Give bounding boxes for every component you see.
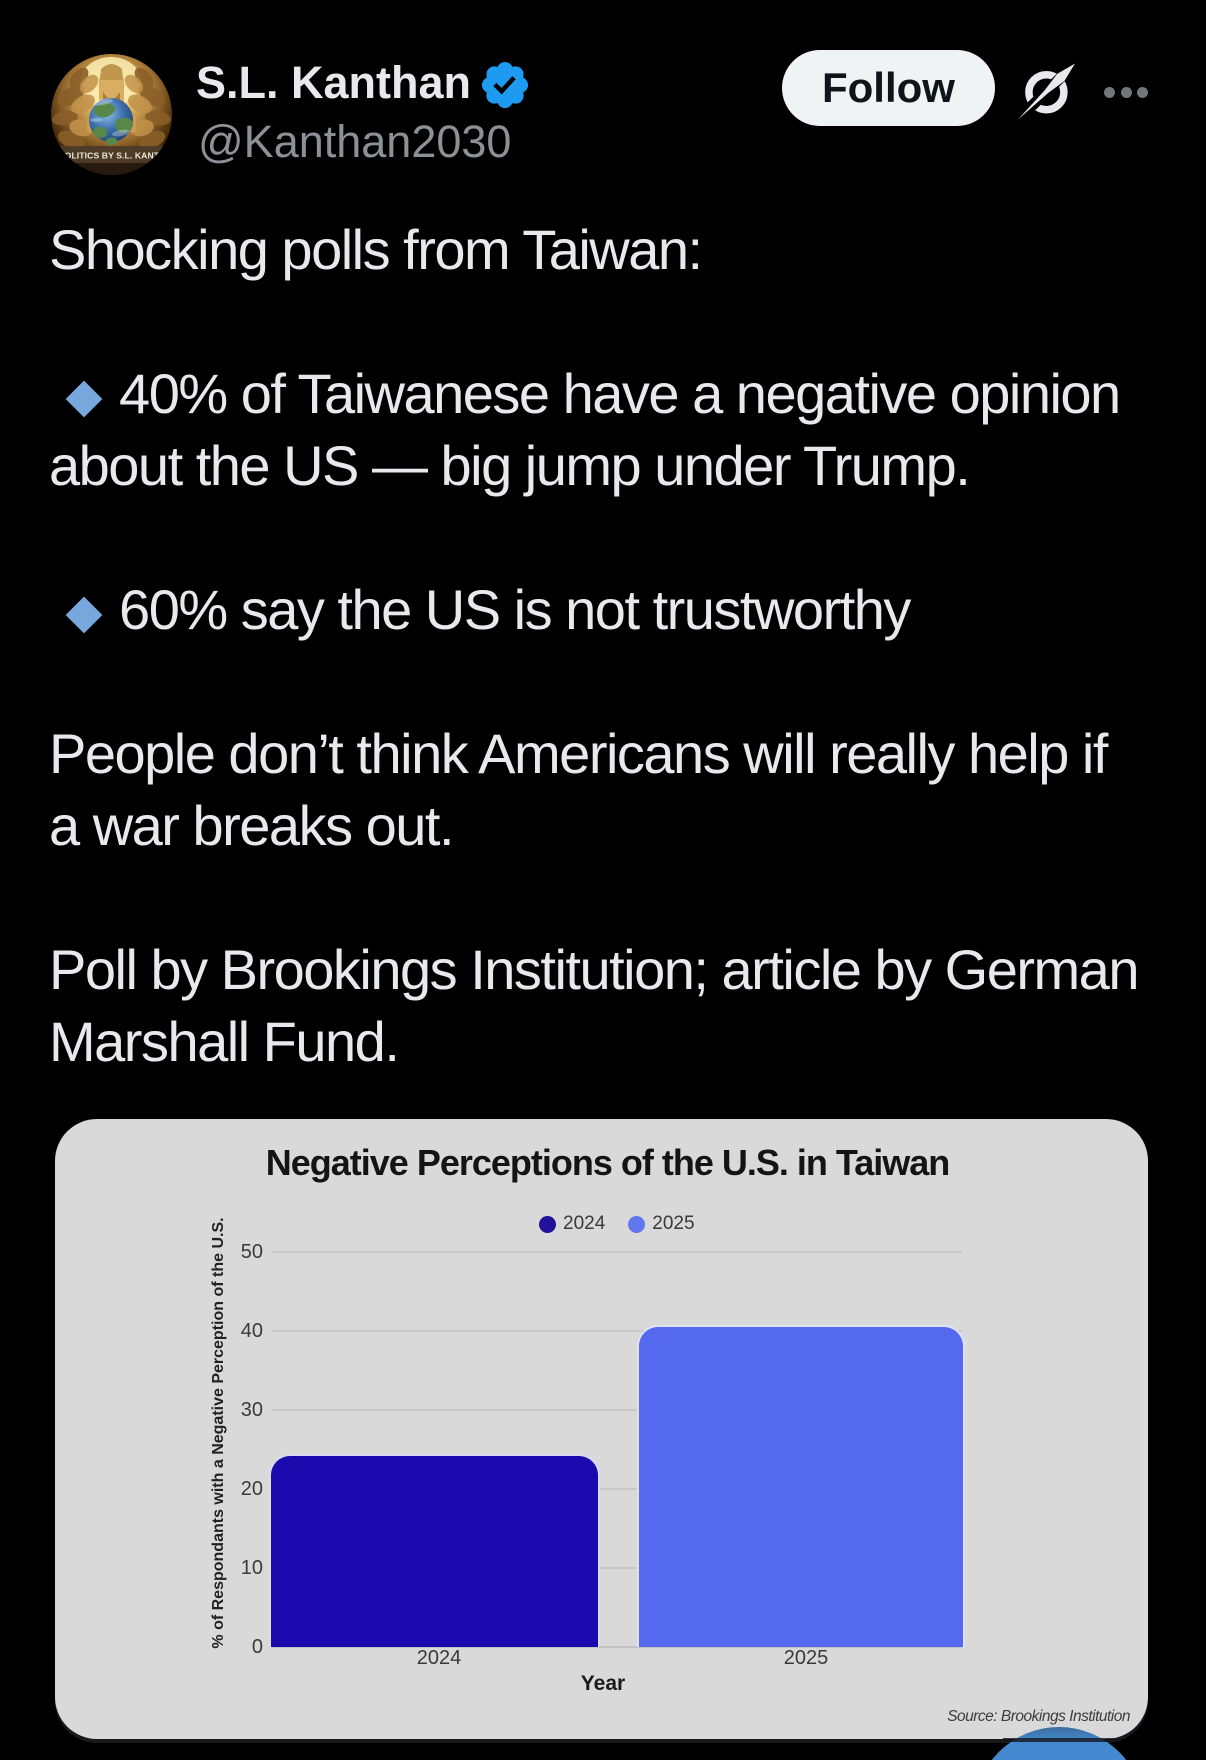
svg-text:POLITICS BY S.L. KANT: POLITICS BY S.L. KANT <box>59 151 160 161</box>
